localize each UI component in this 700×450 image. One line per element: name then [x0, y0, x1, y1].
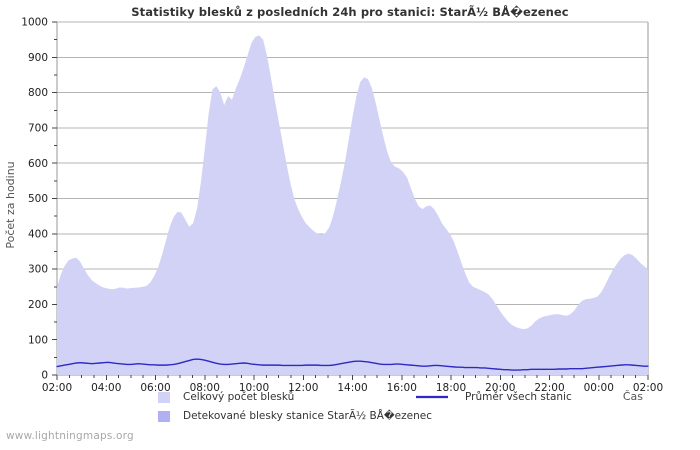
svg-text:22:00: 22:00 — [534, 382, 564, 394]
line-average-all-stations — [56, 358, 649, 371]
legend: Celkový počet blesků Průměr všech stanic D… — [158, 391, 572, 422]
svg-text:400: 400 — [28, 228, 48, 240]
svg-text:04:00: 04:00 — [91, 382, 121, 394]
svg-text:0: 0 — [41, 370, 48, 382]
x-axis-label: Čas — [623, 390, 643, 403]
x-axis-ticks: 02:00 04:00 06:00 08:00 10:00 12:00 14:00 16:00… — [42, 375, 663, 394]
legend-label: Průměr všech stanic — [465, 391, 572, 403]
svg-text:800: 800 — [28, 87, 48, 99]
svg-text:900: 900 — [28, 52, 48, 64]
svg-text:700: 700 — [28, 123, 48, 135]
legend-label: Detekované blesky stanice StarÃ½ BÅ�ezen… — [183, 409, 432, 422]
legend-item[interactable]: Průměr všech stanic — [416, 391, 572, 403]
svg-text:00:00: 00:00 — [584, 382, 614, 394]
legend-swatch-icon — [158, 411, 170, 422]
svg-text:500: 500 — [28, 193, 48, 205]
legend-label: Celkový počet blesků — [183, 391, 294, 403]
svg-text:600: 600 — [28, 158, 48, 170]
svg-text:02:00: 02:00 — [633, 382, 663, 394]
svg-text:02:00: 02:00 — [42, 382, 72, 394]
chart-title: Statistiky blesků z posledních 24h pro s… — [131, 5, 569, 19]
svg-text:14:00: 14:00 — [337, 382, 367, 394]
svg-text:20:00: 20:00 — [485, 382, 515, 394]
svg-text:10:00: 10:00 — [239, 382, 269, 394]
watermark-lightningmaps: www.lightningmaps.org — [6, 430, 134, 442]
svg-text:300: 300 — [28, 264, 48, 276]
legend-item[interactable]: Celkový počet blesků — [158, 391, 294, 403]
legend-swatch-icon — [158, 392, 170, 403]
y-axis-label: Počet za hodinu — [4, 161, 17, 248]
svg-text:06:00: 06:00 — [140, 382, 170, 394]
svg-text:16:00: 16:00 — [387, 382, 417, 394]
svg-text:12:00: 12:00 — [288, 382, 318, 394]
y-axis-ticks: 0 100 200 300 400 500 600 700 800 900 1000 — [21, 17, 57, 382]
area-total-lightning — [57, 35, 648, 375]
legend-item[interactable]: Detekované blesky stanice StarÃ½ BÅ�ezen… — [158, 409, 432, 422]
svg-text:08:00: 08:00 — [190, 382, 220, 394]
svg-text:200: 200 — [28, 299, 48, 311]
svg-text:100: 100 — [28, 334, 48, 346]
svg-text:18:00: 18:00 — [436, 382, 466, 394]
svg-text:1000: 1000 — [21, 17, 48, 29]
